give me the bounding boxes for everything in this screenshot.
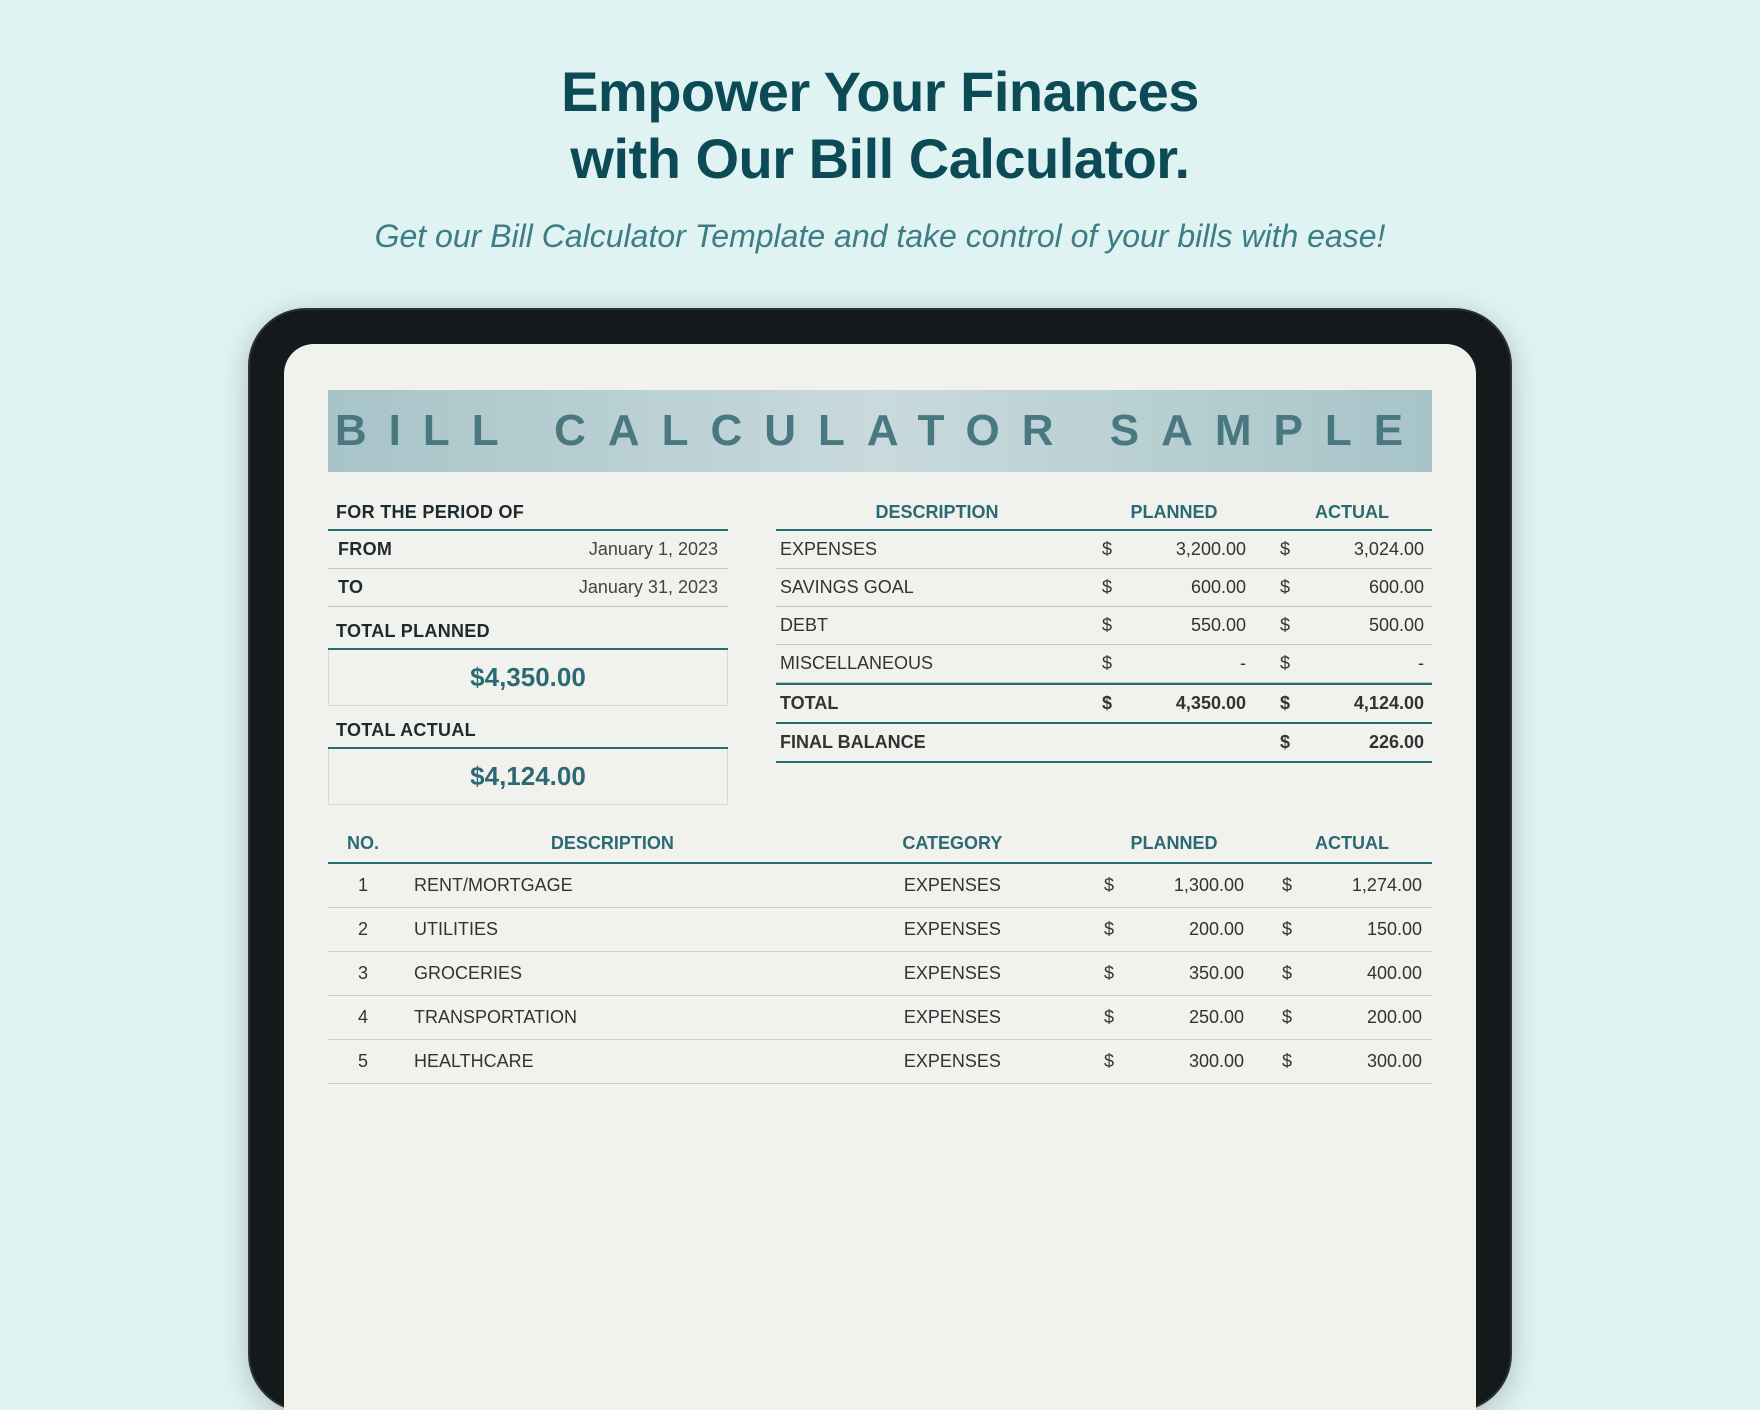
detail-row-desc: RENT/MORTGAGE — [398, 875, 811, 896]
summary-row-desc: MISCELLANEOUS — [776, 653, 1094, 674]
detail-row-desc: HEALTHCARE — [398, 1051, 811, 1072]
detail-head-actual: ACTUAL — [1272, 833, 1432, 854]
tablet-screen: BILL CALCULATOR SAMPLE FOR THE PERIOD OF… — [284, 344, 1476, 1410]
period-from-row: FROM January 1, 2023 — [328, 531, 728, 569]
detail-row-planned: $300.00 — [1094, 1051, 1254, 1072]
period-to-row: TO January 31, 2023 — [328, 569, 728, 607]
detail-head-no: NO. — [328, 833, 398, 854]
summary-panel: DESCRIPTION PLANNED ACTUAL EXPENSES$3,20… — [776, 496, 1432, 805]
tablet-frame: BILL CALCULATOR SAMPLE FOR THE PERIOD OF… — [250, 310, 1510, 1410]
detail-row-cat: EXPENSES — [811, 875, 1094, 896]
summary-total-row: TOTAL $4,350.00 $4,124.00 — [776, 683, 1432, 724]
document-title: BILL CALCULATOR SAMPLE — [335, 406, 1425, 455]
detail-head-planned: PLANNED — [1094, 833, 1254, 854]
detail-row-planned: $350.00 — [1094, 963, 1254, 984]
detail-row-cat: EXPENSES — [811, 1007, 1094, 1028]
detail-row-no: 2 — [328, 919, 398, 940]
summary-row-planned: $550.00 — [1094, 615, 1254, 636]
headline-line2: with Our Bill Calculator. — [0, 125, 1760, 192]
detail-row-cat: EXPENSES — [811, 919, 1094, 940]
summary-row-desc: EXPENSES — [776, 539, 1094, 560]
detail-head-desc: DESCRIPTION — [398, 833, 811, 854]
summary-row-desc: SAVINGS GOAL — [776, 577, 1094, 598]
detail-row-no: 4 — [328, 1007, 398, 1028]
detail-row-desc: UTILITIES — [398, 919, 811, 940]
summary-total-label: TOTAL — [776, 693, 1094, 714]
subheadline: Get our Bill Calculator Template and tak… — [0, 218, 1760, 255]
detail-row-desc: GROCERIES — [398, 963, 811, 984]
detail-row-actual: $1,274.00 — [1272, 875, 1432, 896]
detail-head-cat: CATEGORY — [811, 833, 1094, 854]
summary-row-planned: $- — [1094, 653, 1254, 674]
summary-row: SAVINGS GOAL$600.00$600.00 — [776, 569, 1432, 607]
to-label: TO — [338, 577, 363, 598]
detail-row-no: 1 — [328, 875, 398, 896]
headline: Empower Your Finances with Our Bill Calc… — [0, 0, 1760, 192]
total-planned-label: TOTAL PLANNED — [328, 611, 728, 650]
detail-row-actual: $300.00 — [1272, 1051, 1432, 1072]
summary-row: MISCELLANEOUS$-$- — [776, 645, 1432, 683]
summary-row: DEBT$550.00 $500.00 — [776, 607, 1432, 645]
summary-total-planned: 4,350.00 — [1176, 693, 1246, 714]
detail-row-cat: EXPENSES — [811, 1051, 1094, 1072]
total-actual-label: TOTAL ACTUAL — [328, 710, 728, 749]
detail-row: 1RENT/MORTGAGEEXPENSES$1,300.00 $1,274.00 — [328, 864, 1432, 908]
from-label: FROM — [338, 539, 392, 560]
detail-row: 4TRANSPORTATIONEXPENSES$250.00 $200.00 — [328, 996, 1432, 1040]
detail-row-desc: TRANSPORTATION — [398, 1007, 811, 1028]
summary-row: EXPENSES$3,200.00 $3,024.00 — [776, 531, 1432, 569]
detail-header: NO. DESCRIPTION CATEGORY PLANNED ACTUAL — [328, 825, 1432, 864]
summary-row-actual: $3,024.00 — [1272, 539, 1432, 560]
detail-row-planned: $250.00 — [1094, 1007, 1254, 1028]
summary-final-row: FINAL BALANCE $226.00 — [776, 724, 1432, 763]
detail-row-actual: $150.00 — [1272, 919, 1432, 940]
summary-total-actual: 4,124.00 — [1354, 693, 1424, 714]
summary-row-actual: $500.00 — [1272, 615, 1432, 636]
period-label: FOR THE PERIOD OF — [328, 496, 728, 531]
summary-final-label: FINAL BALANCE — [776, 732, 1094, 753]
detail-row: 5HEALTHCAREEXPENSES$300.00$300.00 — [328, 1040, 1432, 1084]
period-panel: FOR THE PERIOD OF FROM January 1, 2023 T… — [328, 496, 728, 805]
summary-head-actual: ACTUAL — [1272, 502, 1432, 523]
summary-head-desc: DESCRIPTION — [776, 502, 1094, 523]
summary-row-actual: $- — [1272, 653, 1432, 674]
detail-row-planned: $200.00 — [1094, 919, 1254, 940]
detail-row-no: 5 — [328, 1051, 398, 1072]
detail-row-no: 3 — [328, 963, 398, 984]
detail-row: 3GROCERIESEXPENSES$350.00 $400.00 — [328, 952, 1432, 996]
detail-row-cat: EXPENSES — [811, 963, 1094, 984]
total-planned-value: $4,350.00 — [328, 650, 728, 706]
detail-row-actual: $400.00 — [1272, 963, 1432, 984]
summary-final-value: 226.00 — [1369, 732, 1424, 753]
detail-row: 2UTILITIESEXPENSES$200.00 $150.00 — [328, 908, 1432, 952]
summary-row-desc: DEBT — [776, 615, 1094, 636]
detail-row-planned: $1,300.00 — [1094, 875, 1254, 896]
to-value: January 31, 2023 — [579, 577, 718, 598]
upper-section: FOR THE PERIOD OF FROM January 1, 2023 T… — [328, 496, 1432, 805]
summary-row-planned: $3,200.00 — [1094, 539, 1254, 560]
summary-row-planned: $600.00 — [1094, 577, 1254, 598]
summary-header: DESCRIPTION PLANNED ACTUAL — [776, 496, 1432, 531]
total-actual-value: $4,124.00 — [328, 749, 728, 805]
from-value: January 1, 2023 — [589, 539, 718, 560]
summary-head-planned: PLANNED — [1094, 502, 1254, 523]
summary-row-actual: $600.00 — [1272, 577, 1432, 598]
detail-row-actual: $200.00 — [1272, 1007, 1432, 1028]
headline-line1: Empower Your Finances — [0, 58, 1760, 125]
document-title-bar: BILL CALCULATOR SAMPLE — [328, 390, 1432, 472]
